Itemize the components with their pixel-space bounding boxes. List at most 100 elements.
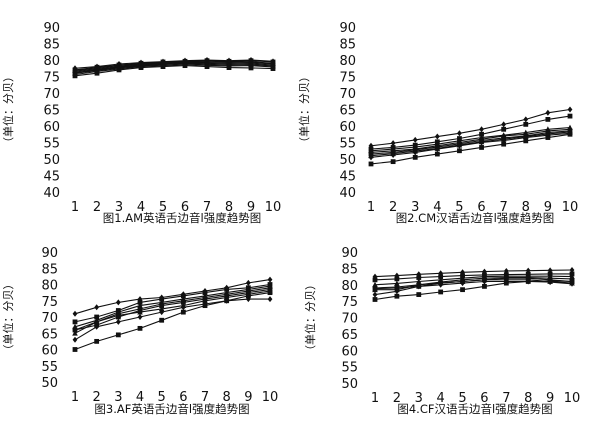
data-point bbox=[72, 310, 78, 317]
data-point bbox=[567, 113, 573, 119]
data-point bbox=[182, 63, 188, 69]
data-point bbox=[438, 289, 444, 295]
x-tick-label: 2 bbox=[393, 391, 401, 406]
x-tick-label: 3 bbox=[415, 391, 423, 406]
x-tick-label: 8 bbox=[522, 200, 530, 215]
data-point bbox=[72, 73, 78, 79]
data-point bbox=[394, 280, 400, 286]
series-line bbox=[370, 128, 571, 153]
y-tick-label: 75 bbox=[341, 295, 358, 310]
series-line bbox=[74, 290, 271, 334]
data-point bbox=[457, 148, 462, 154]
y-tick-label: 55 bbox=[339, 137, 356, 152]
data-point bbox=[501, 121, 507, 128]
data-point bbox=[94, 70, 100, 76]
y-tick-label: 65 bbox=[41, 327, 58, 342]
series-line bbox=[74, 292, 271, 351]
data-point bbox=[460, 280, 465, 287]
x-tick-label: 4 bbox=[136, 390, 144, 405]
data-point bbox=[457, 130, 462, 137]
y-tick-label: 70 bbox=[339, 87, 356, 102]
series-line bbox=[370, 132, 571, 158]
data-point bbox=[545, 135, 551, 140]
x-tick-label: 7 bbox=[203, 200, 211, 215]
series-line bbox=[74, 298, 270, 341]
data-point bbox=[438, 274, 444, 279]
x-tick-label: 1 bbox=[367, 200, 375, 215]
series-8 bbox=[368, 131, 573, 167]
data-point bbox=[416, 271, 422, 278]
data-point bbox=[415, 278, 422, 284]
data-point bbox=[372, 297, 378, 302]
data-point bbox=[72, 330, 78, 336]
y-tick-label: 45 bbox=[43, 170, 60, 185]
y-tick-label: 75 bbox=[41, 295, 58, 310]
series-line bbox=[374, 280, 573, 301]
data-point bbox=[372, 286, 378, 293]
x-tick-label: 5 bbox=[458, 391, 466, 406]
data-point bbox=[137, 325, 143, 331]
data-point bbox=[501, 126, 507, 132]
series-line bbox=[74, 287, 271, 331]
data-point bbox=[416, 275, 422, 280]
data-point bbox=[569, 279, 575, 284]
data-point bbox=[116, 67, 122, 73]
data-point bbox=[224, 298, 230, 304]
data-point bbox=[368, 161, 374, 167]
series-line bbox=[374, 269, 573, 278]
y-tick-label: 65 bbox=[341, 328, 358, 343]
data-point bbox=[394, 293, 400, 299]
x-tick-label: 8 bbox=[225, 200, 233, 215]
data-point bbox=[416, 283, 422, 290]
data-point bbox=[226, 65, 232, 70]
data-point bbox=[202, 303, 208, 309]
data-point bbox=[160, 64, 166, 69]
series-2 bbox=[368, 113, 573, 152]
chart-caption: 图3.AF英语舌边音l强度趋势图 bbox=[94, 402, 249, 416]
data-point bbox=[479, 126, 484, 133]
y-tick-label: 85 bbox=[341, 262, 358, 277]
y-tick-label: 60 bbox=[43, 120, 60, 135]
y-tick-label: 60 bbox=[341, 344, 358, 359]
data-point bbox=[204, 64, 210, 69]
y-tick-label: 80 bbox=[43, 54, 60, 69]
data-point bbox=[416, 292, 422, 297]
data-point bbox=[180, 299, 186, 305]
y-tick-label: 45 bbox=[339, 170, 356, 185]
data-point bbox=[267, 290, 273, 296]
data-point bbox=[72, 319, 78, 325]
y-tick-label: 65 bbox=[43, 104, 60, 119]
data-point bbox=[569, 267, 575, 274]
data-point bbox=[434, 151, 440, 157]
x-tick-label: 9 bbox=[546, 391, 554, 406]
data-point bbox=[372, 277, 378, 283]
x-tick-label: 3 bbox=[114, 390, 122, 405]
data-point bbox=[159, 303, 165, 309]
data-point bbox=[368, 154, 374, 161]
data-point bbox=[434, 133, 440, 140]
data-point bbox=[180, 309, 186, 315]
series-line bbox=[74, 64, 274, 76]
data-point bbox=[479, 145, 484, 150]
x-tick-label: 8 bbox=[524, 391, 532, 406]
data-point bbox=[390, 152, 396, 159]
y-tick-label: 50 bbox=[41, 376, 58, 391]
data-point bbox=[267, 276, 273, 283]
series-6 bbox=[72, 288, 273, 336]
data-point bbox=[248, 65, 254, 71]
series-line bbox=[370, 115, 571, 150]
x-tick-label: 9 bbox=[247, 200, 255, 215]
data-point bbox=[460, 287, 465, 293]
x-tick-label: 2 bbox=[389, 200, 397, 215]
data-point bbox=[245, 293, 251, 299]
x-tick-label: 10 bbox=[265, 200, 282, 215]
y-tick-label: 80 bbox=[41, 279, 58, 294]
y-tick-label: 70 bbox=[341, 312, 358, 327]
data-point bbox=[137, 309, 143, 315]
data-point bbox=[394, 288, 400, 295]
x-tick-label: 7 bbox=[500, 200, 508, 215]
